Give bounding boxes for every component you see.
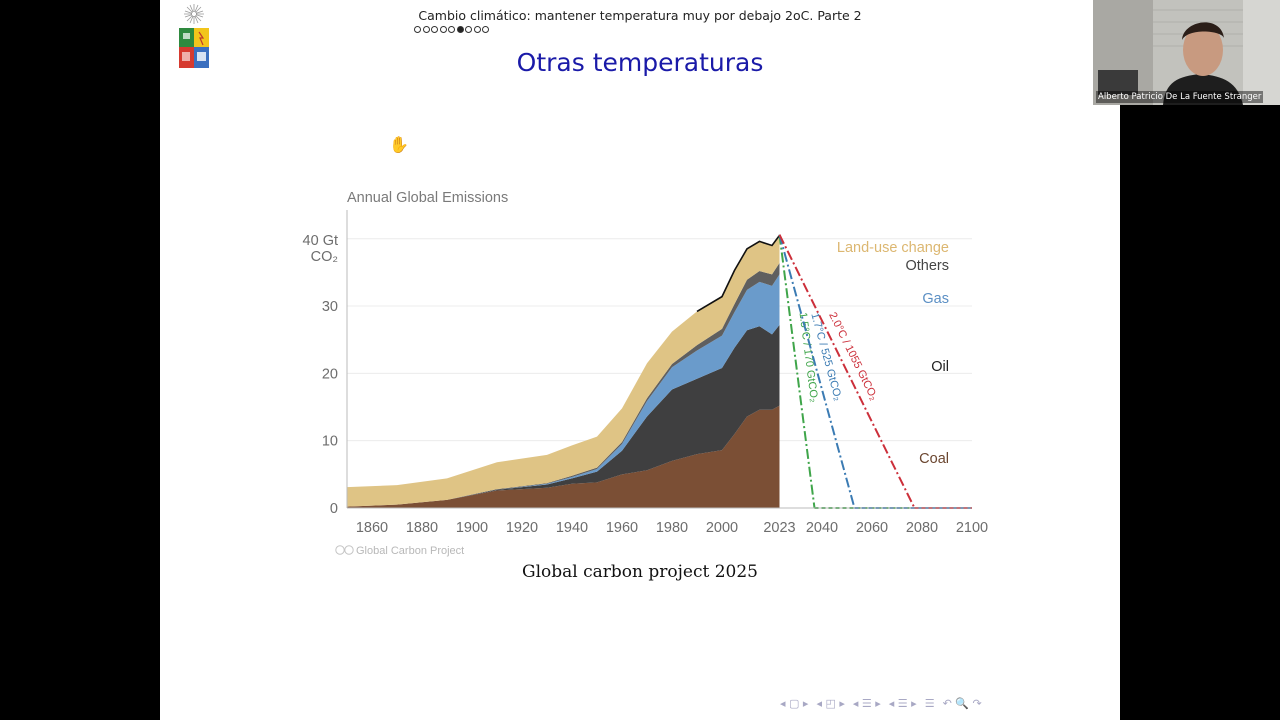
x-tick-label: 2100 — [956, 520, 988, 536]
scenario-line — [778, 234, 816, 509]
x-tick-label: 1980 — [656, 520, 688, 536]
nav-prev-frame-icon[interactable]: ◂ ◰ ▸ — [816, 697, 845, 710]
presentation-header: Cambio climático: mantener temperatura m… — [418, 8, 862, 23]
section-navigation-dots[interactable] — [414, 26, 489, 36]
nav-dot[interactable] — [448, 26, 455, 33]
nav-dot[interactable] — [422, 26, 430, 33]
x-tick-label: 1900 — [456, 520, 488, 536]
x-tick-label: 1880 — [406, 520, 438, 536]
figure-caption: Global carbon project 2025 — [522, 562, 758, 582]
participant-name: Alberto Patricio De La Fuente Stranger — [1096, 91, 1264, 103]
slide-title: Otras temperaturas — [516, 48, 764, 77]
x-tick-label: 2080 — [906, 520, 938, 536]
credit-text: Global Carbon Project — [356, 545, 464, 557]
area-land-use-change — [347, 235, 780, 507]
series-label: Coal — [919, 451, 949, 467]
y-tick-label: 20 — [322, 366, 338, 382]
x-tick-label: 2023 — [763, 520, 795, 536]
x-tick-label: 2040 — [806, 520, 838, 536]
y-axis-label-top: 40 Gt — [303, 233, 338, 249]
area-oil — [347, 324, 780, 507]
y-tick-label: 10 — [322, 434, 338, 450]
x-tick-label: 1940 — [556, 520, 588, 536]
scenario-line — [778, 234, 856, 509]
series-label: Gas — [922, 291, 949, 307]
nav-dot[interactable] — [482, 26, 489, 33]
nav-prev-section-icon[interactable]: ◂ ☰ ▸ — [888, 697, 917, 710]
y-axis-label-unit: CO₂ — [311, 249, 338, 265]
series-label: Others — [905, 258, 949, 274]
nav-dot[interactable] — [473, 26, 481, 33]
x-tick-label: 2000 — [706, 520, 738, 536]
total-emissions-line — [696, 234, 781, 313]
x-tick-label: 1860 — [356, 520, 388, 536]
participant-video-tile[interactable]: Alberto Patricio De La Fuente Stranger — [1093, 0, 1280, 105]
area-coal — [347, 405, 780, 508]
x-tick-label: 1920 — [506, 520, 538, 536]
presentation-slide: Cambio climático: mantener temperatura m… — [160, 0, 1120, 720]
chart-title: Annual Global Emissions — [347, 190, 508, 206]
y-tick-label: 30 — [322, 299, 338, 315]
nav-toc-icon[interactable]: ☰ — [924, 697, 935, 710]
x-tick-label: 2060 — [856, 520, 888, 536]
nav-dot[interactable] — [414, 26, 421, 33]
participant-video — [1093, 0, 1280, 105]
nav-dot[interactable] — [439, 26, 447, 33]
y-tick-label: 0 — [330, 501, 338, 517]
hand-cursor-icon: ✋ — [389, 135, 409, 154]
x-tick-label: 1960 — [606, 520, 638, 536]
nav-dot[interactable] — [431, 26, 438, 33]
nav-dot-current[interactable] — [456, 26, 464, 33]
scenario-line — [778, 234, 916, 509]
nav-prev-slide-icon[interactable]: ◂ ▢ ▸ — [780, 697, 809, 710]
nav-prev-subsection-icon[interactable]: ◂ ☰ ▸ — [852, 697, 881, 710]
beamer-navigation-controls[interactable]: ◂ ▢ ▸ ◂ ◰ ▸ ◂ ☰ ▸ ◂ ☰ ▸ ☰ ↶ 🔍 ↷ — [780, 697, 982, 710]
nav-search-icon[interactable]: ↶ 🔍 ↷ — [942, 697, 982, 710]
university-logo — [179, 4, 209, 68]
nav-dot[interactable] — [465, 26, 472, 33]
credit: Global Carbon Project — [335, 545, 464, 557]
series-label: Land-use change — [837, 240, 949, 256]
series-label: Oil — [931, 359, 949, 375]
